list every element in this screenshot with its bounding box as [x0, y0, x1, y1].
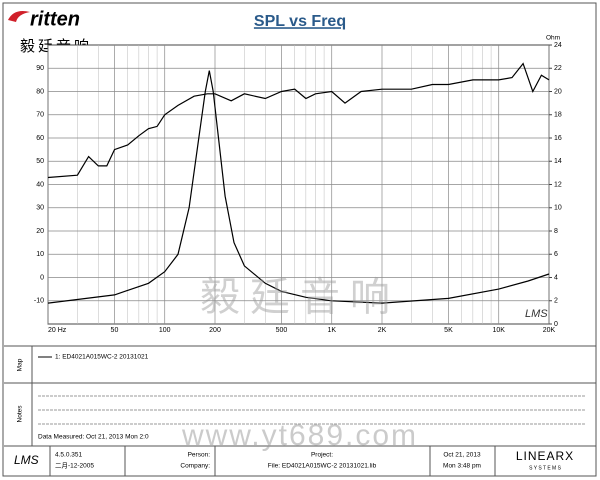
date: Oct 21, 2013 — [443, 452, 481, 459]
footer-logo: LMS — [14, 453, 39, 467]
project: Project: — [311, 452, 333, 459]
y-tick-label: 60 — [36, 135, 44, 142]
y-tick-label: -10 — [34, 298, 44, 305]
y-tick-label: 50 — [36, 158, 44, 165]
plot: 20 Hz 50 100 200 500 1K 2K 5K 10K 20K-10010203040… — [34, 42, 562, 334]
data-measured: Data Measured: Oct 21, 2013 Mon 2:0 — [38, 434, 149, 441]
y-tick-label: 0 — [40, 274, 44, 281]
file: File: ED4021A015WC-2 20131021.lib — [268, 463, 377, 470]
y-tick-label: 70 — [36, 112, 44, 119]
y2-tick-label: 16 — [554, 135, 562, 142]
y-tick-label: 30 — [36, 205, 44, 212]
legend-entry: 1: ED4021A015WC-2 20131021 — [55, 354, 149, 361]
y-tick-label: 90 — [36, 65, 44, 72]
version: 4.5.0.351 — [55, 452, 82, 459]
chart-title: SPL vs Freq — [254, 13, 346, 30]
y-tick-label: 40 — [36, 181, 44, 188]
x-tick-label: 10K — [492, 327, 505, 334]
y2-tick-label: 6 — [554, 251, 558, 258]
x-tick-label: 500 — [276, 327, 288, 334]
y2-tick-label: 8 — [554, 228, 558, 235]
series-line — [47, 70, 550, 304]
x-tick-label: 50 — [111, 327, 119, 334]
y2-tick-label: 0 — [554, 321, 558, 328]
build-date: 二月-12-2005 — [55, 462, 94, 470]
series-line — [47, 62, 550, 179]
map-label: Map — [17, 358, 24, 371]
brand-sub: S Y S T E M S — [529, 465, 562, 471]
y2-tick-label: 14 — [554, 158, 562, 165]
x-tick-label: 20K — [543, 327, 556, 334]
logo-swoosh — [8, 11, 30, 22]
x-tick-label: 1K — [327, 327, 336, 334]
x-tick-label: 200 — [209, 327, 221, 334]
watermark-url: www.yt689.com — [181, 419, 418, 452]
logo: ritten — [30, 8, 80, 30]
y-tick-label: 10 — [36, 251, 44, 258]
x-tick-label: 20 Hz — [48, 327, 67, 334]
y2-tick-label: 20 — [554, 88, 562, 95]
x-tick-label: 100 — [159, 327, 171, 334]
x-tick-label: 5K — [444, 327, 453, 334]
company: Company: — [180, 463, 210, 470]
y2-tick-label: 2 — [554, 298, 558, 305]
y2-tick-label: 10 — [554, 205, 562, 212]
y2-tick-label: 12 — [554, 181, 562, 188]
y2-tick-label: 4 — [554, 274, 558, 281]
brand: LINEARX — [516, 449, 574, 463]
y-tick-label: 20 — [36, 228, 44, 235]
y2-axis-label: Ohm — [546, 35, 560, 42]
x-tick-label: 2K — [378, 327, 387, 334]
person: Person: — [188, 452, 211, 459]
y2-tick-label: 18 — [554, 112, 562, 119]
y-tick-label: 80 — [36, 88, 44, 95]
plot-watermark: LMS — [525, 308, 548, 320]
watermark-cn: 毅廷音响 — [200, 276, 400, 320]
y2-tick-label: 24 — [554, 42, 562, 49]
notes-label: Notes — [17, 405, 24, 423]
time: Mon 3:48 pm — [443, 463, 481, 470]
y2-tick-label: 22 — [554, 65, 562, 72]
